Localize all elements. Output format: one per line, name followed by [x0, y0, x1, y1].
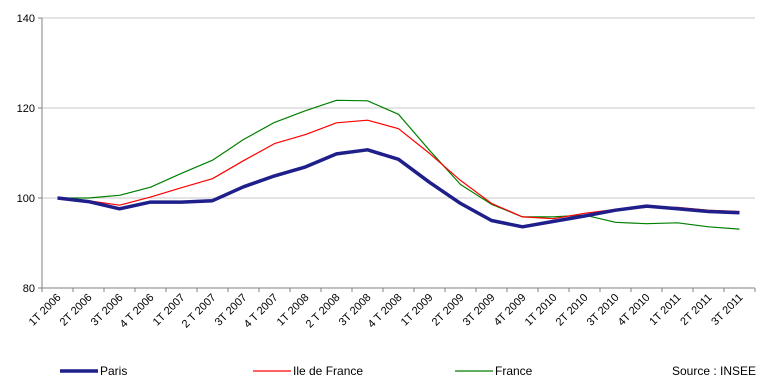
series-line-france [57, 99, 740, 230]
x-tick-label: 2T 2010 [554, 292, 591, 329]
x-tick-label: 3T 2010 [585, 292, 622, 329]
x-tick-label: 2T 2006 [58, 292, 95, 329]
legend-label: Ile de France [293, 364, 363, 378]
series-line-ile-de-france [57, 119, 740, 220]
legend-label: France [495, 364, 533, 378]
x-tick-label: 2 T 2008 [304, 292, 343, 331]
x-tick-label: 1T 2006 [27, 292, 64, 329]
x-tick-label: 4 T 2007 [242, 292, 281, 331]
y-tick-label: 120 [17, 103, 35, 115]
y-tick-label: 140 [17, 13, 35, 25]
x-tick-label: 4T 2010 [616, 292, 653, 329]
grid-lines [42, 17, 755, 199]
x-tick-label: 4T 2009 [492, 292, 529, 329]
x-tick-label: 1T 2010 [523, 292, 560, 329]
series-line-paris [57, 148, 740, 229]
y-tick-label: 100 [17, 193, 35, 205]
x-tick-label: 4 T 2006 [118, 292, 157, 331]
y-axis: 80 100 120 140 [17, 13, 43, 295]
legend-label: Paris [100, 364, 127, 378]
x-tick-label: 3T 2011 [709, 292, 745, 328]
x-tick-label: 2T 2011 [678, 292, 714, 328]
x-tick-label: 4 T 2008 [366, 292, 405, 331]
x-tick-label: 2T 2009 [430, 292, 467, 329]
source-label: Source : INSEE [672, 364, 756, 378]
x-tick-label: 1T 2011 [647, 292, 683, 328]
x-tick-label: 2 T 2007 [180, 292, 219, 331]
x-tick-label: 3T 2009 [461, 292, 498, 329]
x-tick-label: 1T 2009 [399, 292, 436, 329]
series-lines [57, 99, 740, 230]
y-tick-label: 80 [23, 283, 35, 295]
legend: Paris Ile de France France [60, 364, 533, 378]
